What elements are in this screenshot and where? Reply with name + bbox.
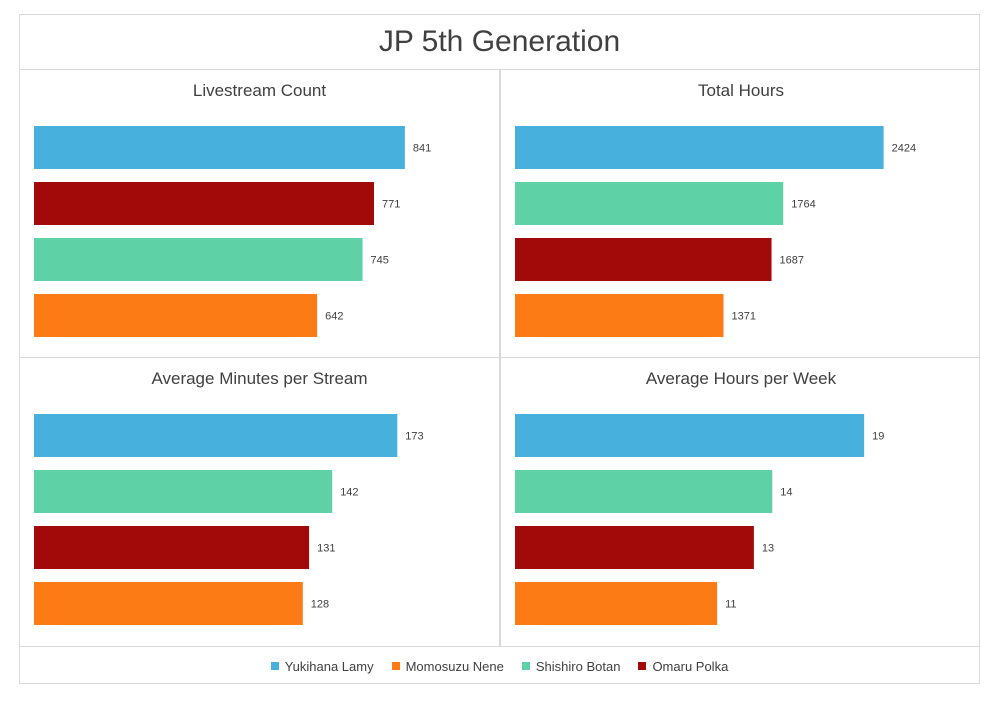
legend-swatch [270, 662, 279, 670]
bar [515, 414, 865, 457]
data-label: 131 [317, 543, 335, 555]
data-label: 642 [325, 311, 343, 323]
bar-plot: 2424 1764 1687 1371 [515, 126, 916, 337]
panel-total-hours: Total Hours 2424 1764 1687 1371 [501, 70, 981, 357]
chart-title: JP 5th Generation [20, 15, 979, 70]
horizontal-divider [20, 357, 979, 358]
data-label: 745 [371, 255, 389, 267]
data-label: 841 [413, 143, 431, 155]
legend-item: Shishiro Botan [521, 658, 621, 674]
bar-plot: 841 771 745 642 [34, 126, 431, 337]
bar [34, 470, 333, 513]
bar [34, 294, 318, 337]
bar [34, 238, 363, 281]
panel-average-minutes-per-stream: Average Minutes per Stream 173 142 131 128 [20, 358, 499, 646]
data-label: 2424 [892, 143, 916, 155]
data-label: 1371 [731, 311, 755, 323]
panel-title: Total Hours [698, 81, 784, 100]
bar [34, 126, 405, 169]
data-label: 771 [382, 199, 400, 211]
bar [515, 470, 773, 513]
legend-item: Momosuzu Nene [391, 658, 504, 674]
data-label: 1764 [791, 199, 815, 211]
legend-swatch [391, 662, 400, 670]
legend-label: Momosuzu Nene [405, 658, 504, 674]
bar [515, 582, 718, 625]
panel-title: Livestream Count [192, 81, 327, 100]
bar [34, 526, 310, 569]
vertical-divider [499, 70, 501, 646]
data-label: 11 [725, 599, 736, 611]
data-label: 1687 [780, 255, 804, 267]
data-label: 142 [340, 487, 358, 499]
legend-item: Omaru Polka [638, 659, 728, 674]
bar-plot: 173 142 131 128 [34, 414, 424, 625]
panel-title: Average Hours per Week [645, 369, 837, 388]
data-label: 19 [872, 431, 884, 443]
bar [34, 182, 375, 225]
legend-label: Yukihana Lamy [284, 658, 374, 674]
bar [515, 126, 884, 169]
legend-label: Shishiro Botan [535, 658, 621, 674]
bar [515, 294, 724, 337]
data-label: 14 [780, 487, 792, 499]
data-label: 128 [311, 599, 329, 611]
chart-frame: JP 5th Generation Livestream Count 841 77… [19, 14, 980, 684]
bar [34, 582, 303, 625]
panel-average-hours-per-week: Average Hours per Week 19 14 13 11 [501, 358, 981, 646]
bar [34, 414, 398, 457]
bar [515, 238, 772, 281]
legend: Yukihana Lamy Momosuzu Nene Shishiro Bot… [20, 646, 979, 685]
legend-item: Yukihana Lamy [270, 658, 374, 674]
data-label: 173 [405, 431, 423, 443]
legend-swatch [521, 662, 530, 670]
bar-plot: 19 14 13 11 [515, 414, 884, 625]
legend-swatch [638, 662, 647, 670]
bar [515, 182, 784, 225]
panel-title: Average Minutes per Stream [151, 369, 368, 388]
panel-livestream-count: Livestream Count 841 771 745 642 [20, 70, 499, 357]
bar [515, 526, 754, 569]
data-label: 13 [762, 543, 774, 555]
legend-label: Omaru Polka [652, 658, 729, 674]
